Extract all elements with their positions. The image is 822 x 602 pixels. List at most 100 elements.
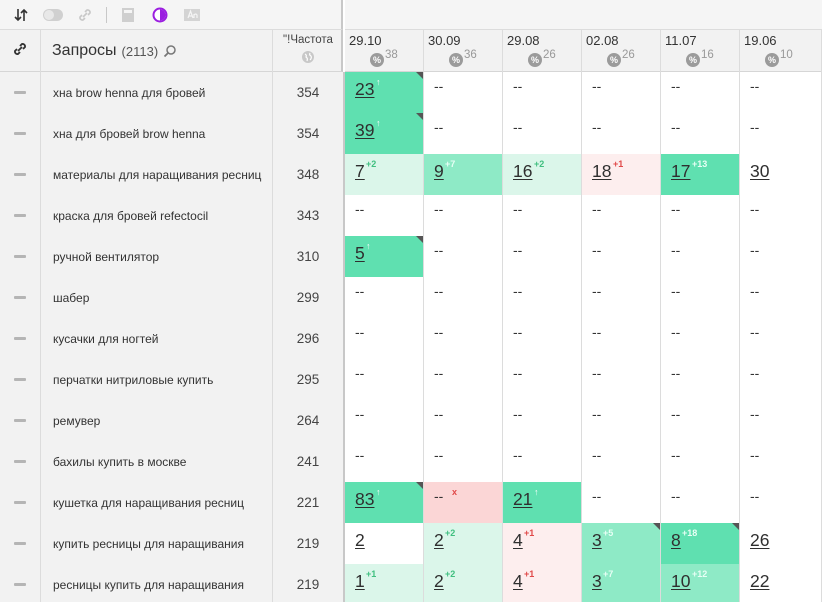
row-remove-button[interactable] [0, 523, 41, 564]
position-cell[interactable]: 30 [740, 154, 822, 195]
row-remove-button[interactable] [0, 277, 41, 318]
row-remove-button[interactable] [0, 482, 41, 523]
position-link[interactable]: 10 [671, 571, 691, 591]
query-text: кусачки для ногтей [41, 318, 273, 359]
position-empty: -- [671, 488, 681, 504]
date-column-header[interactable]: 19.06% 10 [740, 30, 822, 72]
row-remove-button[interactable] [0, 318, 41, 359]
position-change: +7 [445, 159, 456, 169]
minus-icon [14, 337, 26, 340]
position-link[interactable]: 26 [750, 530, 770, 550]
position-link[interactable]: 3 [592, 530, 602, 550]
header-link-column[interactable] [0, 30, 41, 72]
position-cell[interactable]: 8 +18 [661, 523, 740, 564]
position-link[interactable]: 30 [750, 161, 770, 181]
date-column-header[interactable]: 29.10% 38 [345, 30, 424, 72]
position-cell[interactable]: 3 +7 [582, 564, 661, 602]
position-cell[interactable]: 1 +1 [345, 564, 424, 602]
contrast-icon[interactable] [149, 4, 171, 26]
position-cell[interactable]: 3 +5 [582, 523, 661, 564]
toggle-icon[interactable] [42, 4, 64, 26]
position-link[interactable]: 4 [513, 530, 523, 550]
position-cell[interactable]: 83 ↑ [345, 482, 424, 523]
date-column-header[interactable]: 30.09% 36 [424, 30, 503, 72]
row-remove-button[interactable] [0, 359, 41, 400]
row-remove-button[interactable] [0, 113, 41, 154]
globe-icon[interactable] [273, 50, 343, 67]
position-link[interactable]: 7 [355, 161, 365, 181]
query-text: перчатки нитриловые купить [41, 359, 273, 400]
position-cell[interactable]: 2 +2 [424, 564, 503, 602]
query-frequency: 221 [273, 482, 345, 523]
position-cell[interactable]: 39 ↑ [345, 113, 424, 154]
queries-column-header[interactable]: Запросы (2113) [41, 30, 273, 72]
position-cell[interactable]: 23 ↑ [345, 72, 424, 113]
position-cell[interactable]: 9 +7 [424, 154, 503, 195]
position-link[interactable]: 83 [355, 489, 375, 509]
position-cell[interactable]: 18 +1 [582, 154, 661, 195]
position-link[interactable]: 9 [434, 161, 444, 181]
position-cell: -- [740, 277, 822, 318]
position-link[interactable]: 2 [355, 530, 365, 550]
row-remove-button[interactable] [0, 564, 41, 602]
corner-marker [732, 523, 739, 530]
row-remove-button[interactable] [0, 400, 41, 441]
row-remove-button[interactable] [0, 236, 41, 277]
position-link[interactable]: 18 [592, 161, 612, 181]
query-text: ручной вентилятор [41, 236, 273, 277]
position-link[interactable]: 39 [355, 120, 375, 140]
position-cell[interactable]: 16 +2 [503, 154, 582, 195]
position-empty: -- [355, 365, 365, 381]
position-empty: -- [434, 488, 444, 504]
position-empty: -- [592, 488, 602, 504]
sort-icon[interactable] [10, 4, 32, 26]
position-cell[interactable]: 10 +12 [661, 564, 740, 602]
position-cell: -- [503, 72, 582, 113]
row-remove-button[interactable] [0, 72, 41, 113]
position-cell: -- [424, 441, 503, 482]
date-label: 02.08 [586, 33, 619, 48]
minus-icon [14, 460, 26, 463]
position-cell[interactable]: 5 ↑ [345, 236, 424, 277]
position-link[interactable]: 8 [671, 530, 681, 550]
date-column-header[interactable]: 02.08% 26 [582, 30, 661, 72]
position-cell: -- [424, 277, 503, 318]
search-icon[interactable] [163, 44, 177, 58]
position-link[interactable]: 2 [434, 571, 444, 591]
position-cell[interactable]: 7 +2 [345, 154, 424, 195]
position-link[interactable]: 17 [671, 161, 691, 181]
link-icon[interactable] [74, 4, 96, 26]
query-frequency: 310 [273, 236, 345, 277]
position-link[interactable]: 3 [592, 571, 602, 591]
position-change: +2 [445, 569, 456, 579]
position-link[interactable]: 23 [355, 79, 375, 99]
position-cell: -- [740, 113, 822, 154]
position-cell[interactable]: 26 [740, 523, 822, 564]
position-cell[interactable]: 2 [345, 523, 424, 564]
row-remove-button[interactable] [0, 154, 41, 195]
position-cell: -- [345, 277, 424, 318]
position-link[interactable]: 5 [355, 243, 365, 263]
position-link[interactable]: 22 [750, 571, 770, 591]
date-column-header[interactable]: 29.08% 26 [503, 30, 582, 72]
position-change: ↑ [376, 118, 381, 128]
date-column-header[interactable]: 11.07% 16 [661, 30, 740, 72]
frequency-column-header[interactable]: "!Частота [273, 30, 343, 72]
position-cell[interactable]: 4 +1 [503, 523, 582, 564]
position-link[interactable]: 4 [513, 571, 523, 591]
position-cell[interactable]: 22 [740, 564, 822, 602]
text-icon[interactable] [181, 4, 203, 26]
position-cell[interactable]: 4 +1 [503, 564, 582, 602]
position-link[interactable]: 2 [434, 530, 444, 550]
row-remove-button[interactable] [0, 195, 41, 236]
position-cell[interactable]: 2 +2 [424, 523, 503, 564]
position-empty: -- [513, 201, 523, 217]
calculator-icon[interactable] [117, 4, 139, 26]
position-link[interactable]: 16 [513, 161, 533, 181]
position-cell[interactable]: 17 +13 [661, 154, 740, 195]
row-remove-button[interactable] [0, 441, 41, 482]
position-cell[interactable]: 21 ↑ [503, 482, 582, 523]
query-frequency: 219 [273, 564, 345, 602]
position-link[interactable]: 21 [513, 489, 533, 509]
position-link[interactable]: 1 [355, 571, 365, 591]
